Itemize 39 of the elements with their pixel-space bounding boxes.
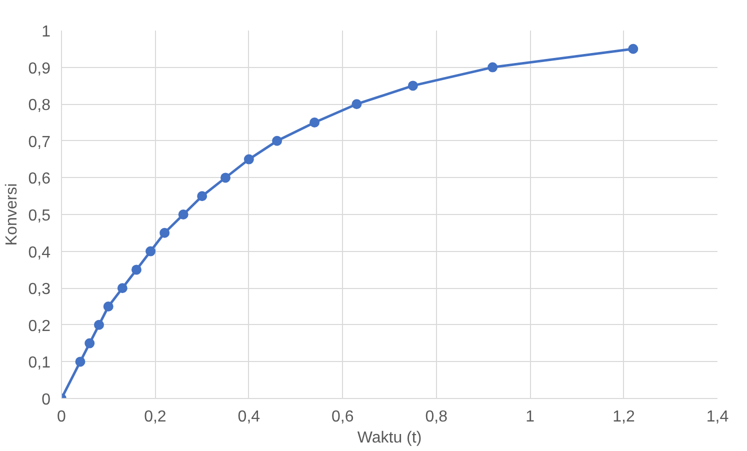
point [408,80,418,91]
point [178,210,188,220]
x-tick-label: 0 [57,408,66,426]
x-tick-label: 0,4 [238,408,260,426]
point [197,191,208,202]
y-tick-label: 0,5 [28,208,51,224]
point [244,154,254,164]
y-tick-label: 0,7 [28,134,51,151]
point [220,172,230,183]
x-tick-label: 0,2 [144,408,166,426]
point [352,99,362,110]
point [310,118,320,128]
point [117,283,128,294]
y-tick-label: 0,2 [28,318,51,335]
x-axis-title: Waktu (t) [357,430,422,446]
x-tick-label: 0,6 [332,408,354,426]
point [103,302,114,312]
point [84,338,95,348]
point [272,136,282,146]
x-tick-label: 1,4 [706,408,729,426]
y-tick-label: 0,6 [28,170,51,188]
point [131,264,142,275]
y-tick-label: 0,1 [28,354,51,372]
y-tick-label: 0,4 [28,244,51,262]
x-tick-label: 0,8 [425,408,448,426]
x-tick-label: 1 [526,408,535,426]
point [160,228,170,238]
y-tick-label: 0,3 [28,281,51,298]
y-tick-label: 1 [42,24,51,40]
x-tick-label: 1,2 [612,408,636,426]
y-tick-label: 0,9 [28,60,51,78]
point [75,356,86,367]
y-tick-label: 0,8 [28,97,51,114]
point [146,246,156,256]
point [94,320,104,330]
point [628,44,638,54]
y-axis-title: Konversi [3,183,20,246]
y-tick-label: 0 [42,392,51,408]
point [488,62,498,72]
